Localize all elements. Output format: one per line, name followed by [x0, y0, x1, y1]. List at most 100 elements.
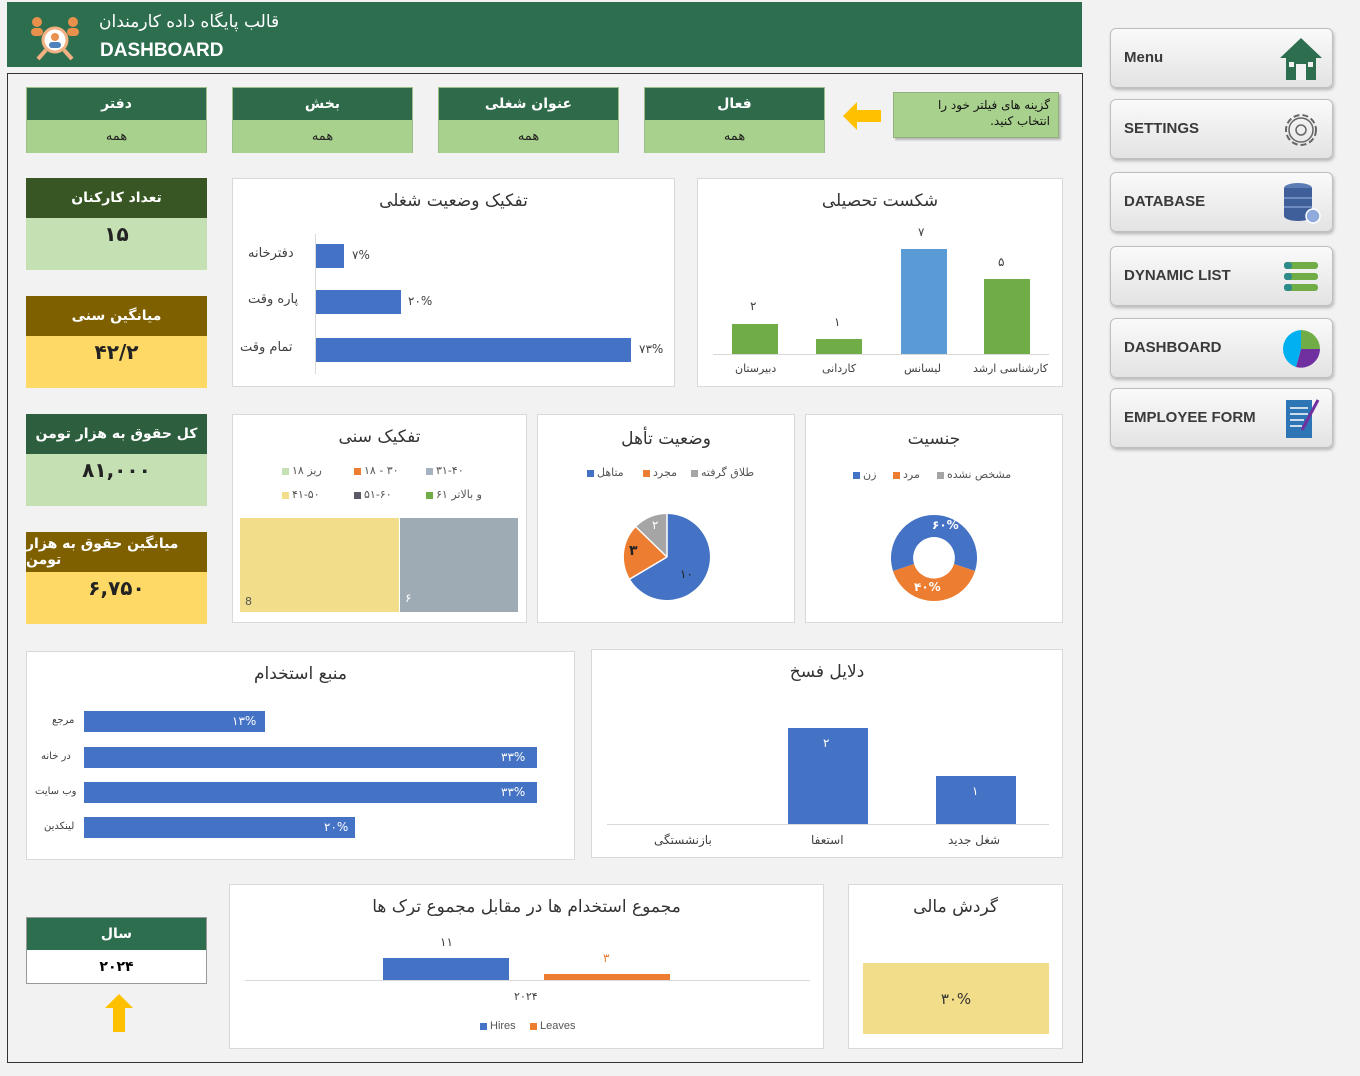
chart-title: تفکیک سنی [338, 427, 421, 447]
legend-item: Hires [477, 1020, 516, 1032]
database-icon [1284, 183, 1321, 224]
filter-label: دفتر [27, 88, 206, 120]
bar-hires [383, 958, 509, 980]
legend-label: ریز ۱۸ [292, 464, 322, 477]
year-selector[interactable]: سال ۲۰۲۴ [26, 917, 207, 984]
sidebar-item-database[interactable]: DATABASE [1110, 172, 1333, 232]
termination-reasons-chart: دلایل فسخ ۱ ۲ شغل جدید استعفا بازنشستگی [591, 649, 1063, 858]
legend-item: مرد [890, 468, 920, 481]
gear-icon [1285, 114, 1317, 146]
age-chart: تفکیک سنی ۳۱-۴۰ ۱۸ - ۳۰ ریز ۱۸ ۶۱ و بالا… [232, 414, 527, 623]
legend-label: ۳۱-۴۰ [436, 464, 464, 477]
chart-title: مجموع استخدام ها در مقابل مجموع ترک ها [372, 897, 681, 917]
app-title: DASHBOARD [100, 40, 224, 61]
slice-male [893, 564, 975, 602]
legend-item: ۶۱ و بالاتر [423, 488, 482, 501]
year-value[interactable]: ۲۰۲۴ [99, 958, 134, 975]
data-label: ۳۳% [501, 785, 526, 799]
legend-label: Leaves [540, 1020, 576, 1032]
legend-item: ۴۱-۵۰ [279, 488, 320, 501]
sidebar-item-label: Menu [1124, 49, 1164, 66]
tick-label: لینکدین [44, 821, 75, 832]
chart-title: وضعیت تأهل [621, 429, 711, 449]
kpi-value: ۶,۷۵۰ [26, 572, 207, 624]
treemap-tile-31-40 [400, 518, 518, 612]
x-axis [607, 824, 1049, 825]
x-axis [245, 980, 810, 981]
legend-label: ۶۱ و بالاتر [436, 488, 482, 501]
sidebar-item-dynamic-list[interactable]: DYNAMIC LIST [1110, 246, 1333, 306]
tick-label: تمام وقت [240, 340, 293, 355]
legend-label: مجرد [653, 466, 677, 479]
gender-chart: جنسیت زن مرد مشخص نشده ۶۰% ۴۰% [805, 414, 1063, 623]
sidebar-item-dashboard[interactable]: DASHBOARD [1110, 318, 1333, 378]
legend-item: مجرد [640, 466, 677, 479]
legend-label: ۴۱-۵۰ [292, 488, 320, 501]
filter-value[interactable]: همه [27, 120, 206, 153]
arrow-left-icon [843, 102, 881, 130]
pie-chart-icon [1283, 330, 1320, 368]
sidebar-item-label: SETTINGS [1124, 120, 1200, 137]
gender-donut [890, 515, 978, 602]
filter-job-title[interactable]: عنوان شغلی همه [438, 87, 619, 153]
bar-new-job [936, 776, 1016, 824]
marital-pie [623, 513, 710, 600]
data-label: ۱۳% [232, 714, 257, 728]
tick-label: بازنشستگی [654, 833, 712, 847]
home-icon [1280, 38, 1322, 80]
slice-single [623, 527, 667, 579]
filter-value[interactable]: همه [439, 120, 618, 153]
tick-label: دفترخانه [248, 246, 294, 261]
kpi-total-salary: کل حقوق به هزار تومن ۸۱,۰۰۰ [26, 414, 207, 506]
education-chart: شکست تحصیلی ۵ ۷ ۱ ۲ کارشناسی ارشد لیسانس… [697, 178, 1063, 387]
filter-value[interactable]: همه [645, 120, 824, 153]
legend-label: ۱۸ - ۳۰ [364, 464, 399, 477]
kpi-employee-count: تعداد کارکنان ۱۵ [26, 178, 207, 270]
bar-in-house [84, 747, 537, 768]
sidebar-item-settings[interactable]: SETTINGS [1110, 99, 1333, 159]
kpi-value: ۴۲/۲ [26, 336, 207, 388]
data-label: ۳۳% [501, 750, 526, 764]
data-label: ۲۰% [408, 294, 433, 308]
sidebar-item-label: DATABASE [1124, 193, 1206, 210]
slice-married [630, 514, 710, 600]
bar-full-time [316, 338, 631, 362]
sidebar-item-employee-form[interactable]: EMPLOYEE FORM [1110, 388, 1333, 448]
tick-label: شغل جدید [948, 833, 1001, 847]
data-label: ۱ [834, 315, 841, 329]
kpi-label: کل حقوق به هزار تومن [26, 414, 207, 454]
legend-item: ۳۱-۴۰ [423, 464, 464, 477]
marital-status-chart: وضعیت تأهل متاهل مجرد طلاق گرفته ۱۰ ۳ ۲ [537, 414, 795, 623]
data-label: ۳ [603, 951, 610, 965]
sidebar-item-label: DASHBOARD [1124, 339, 1222, 356]
chart-title: منبع استخدام [253, 664, 348, 684]
kpi-value: ۸۱,۰۰۰ [26, 454, 207, 506]
bar-website [84, 782, 537, 803]
legend-item: طلاق گرفته [688, 466, 754, 479]
treemap-tile-41-50 [240, 518, 399, 612]
app-header: قالب پایگاه داده کارمندان DASHBOARD [7, 2, 1082, 67]
legend-item: Leaves [527, 1020, 575, 1032]
slice-female [934, 515, 978, 571]
tick-label: دبیرستان [735, 362, 777, 375]
bar-bachelor [901, 249, 947, 354]
data-label: ۳ [629, 543, 638, 559]
data-label: ۷۳% [639, 342, 664, 356]
filter-value[interactable]: همه [233, 120, 412, 153]
slice-divorced [636, 513, 667, 557]
sidebar-item-menu[interactable]: Menu [1110, 28, 1333, 88]
arrow-up-icon [105, 994, 133, 1032]
data-label: ۵ [998, 255, 1005, 269]
filter-label: بخش [233, 88, 412, 120]
legend-label: متاهل [597, 466, 624, 479]
data-label: ۱ [972, 784, 979, 798]
bar-associate [816, 339, 862, 354]
bar-part-time [316, 290, 401, 314]
filter-active[interactable]: فعال همه [644, 87, 825, 153]
bar-high-school [732, 324, 778, 354]
filter-department[interactable]: بخش همه [232, 87, 413, 153]
list-icon [1284, 262, 1318, 291]
kpi-value: ۱۵ [26, 218, 207, 270]
people-search-icon [31, 17, 79, 61]
filter-office[interactable]: دفتر همه [26, 87, 207, 153]
